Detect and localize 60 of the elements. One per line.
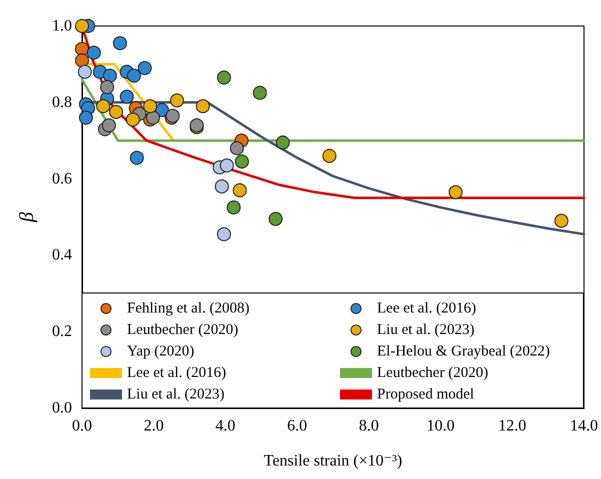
- point: [143, 99, 158, 114]
- y-tick-label: 0.2: [52, 323, 72, 340]
- point: [268, 212, 283, 226]
- point: [232, 183, 247, 198]
- x-tick-label: 4.0: [215, 418, 236, 434]
- point: [102, 118, 116, 132]
- point: [100, 80, 114, 94]
- y-tick-label: 0.4: [52, 246, 72, 264]
- y-tick-label: 0.0: [52, 400, 72, 416]
- point: [146, 110, 160, 125]
- point: [109, 104, 124, 119]
- point: [220, 158, 234, 172]
- legend-label: Fehling et al. (2008): [127, 300, 250, 316]
- point: [252, 86, 267, 100]
- y-tick-label: 0.8: [52, 94, 72, 111]
- x-tick-label: 10.0: [426, 418, 455, 434]
- point: [120, 90, 134, 104]
- x-tick-label: 6.0: [287, 418, 308, 434]
- point: [554, 214, 568, 228]
- point: [78, 64, 92, 79]
- point: [127, 68, 141, 83]
- point: [130, 150, 144, 165]
- legend-label: Lee et al. (2016): [377, 300, 476, 316]
- legend-label: Leutbecher (2020): [377, 365, 488, 381]
- point: [217, 70, 231, 85]
- legend-label: Proposed model: [377, 386, 474, 402]
- point: [448, 185, 463, 200]
- x-axis-title: Tensile strain (×10⁻³): [264, 452, 402, 470]
- point: [196, 99, 210, 114]
- point: [113, 36, 128, 50]
- point: [234, 154, 249, 169]
- point: [86, 46, 101, 60]
- x-tick-label: 2.0: [144, 418, 164, 434]
- legend-label: El-Helou & Graybeal (2022): [377, 344, 550, 360]
- point: [276, 136, 290, 150]
- point: [96, 99, 110, 114]
- y-tick-label: 1.0: [52, 18, 72, 34]
- point: [214, 179, 229, 194]
- point: [138, 61, 152, 76]
- legend-label: Leutbecher (2020): [127, 322, 238, 338]
- x-tick-label: 8.0: [358, 418, 379, 434]
- point: [75, 19, 89, 33]
- point: [102, 68, 117, 83]
- point: [170, 93, 184, 108]
- x-tick-label: 12.0: [498, 418, 526, 434]
- point: [78, 110, 93, 125]
- point: [226, 200, 241, 214]
- x-tick-label: 14.0: [570, 418, 598, 434]
- y-tick-label: 0.6: [52, 170, 72, 188]
- point: [217, 227, 231, 242]
- point: [230, 141, 244, 156]
- legend-label: Lee et al. (2016): [127, 365, 226, 381]
- legend-label: Yap (2020): [127, 344, 194, 360]
- y-axis-title: β: [16, 212, 38, 223]
- legend-label: Liu et al. (2023): [377, 322, 474, 338]
- point: [126, 112, 140, 127]
- legend-label: Liu et al. (2023): [127, 386, 224, 402]
- x-tick-label: 0.0: [72, 418, 92, 434]
- point: [322, 148, 336, 163]
- point: [75, 53, 89, 68]
